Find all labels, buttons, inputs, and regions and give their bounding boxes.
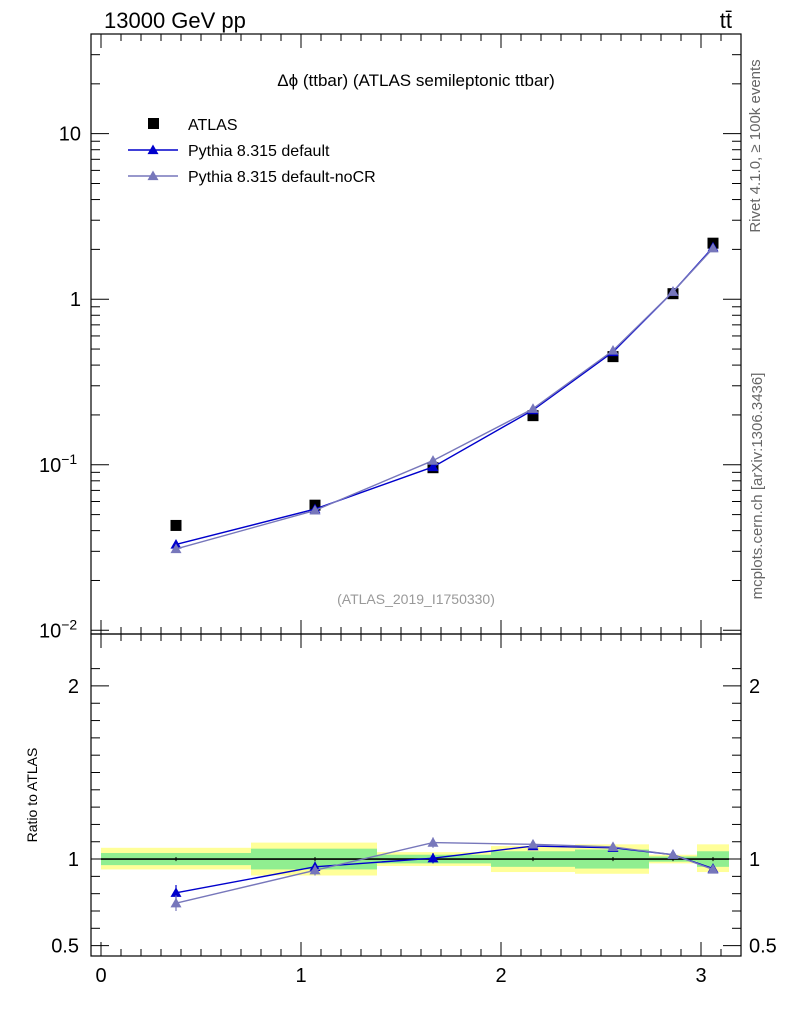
main-y-tick-label: 10−2	[39, 616, 77, 642]
main-mc-point	[309, 504, 321, 515]
ratio-y-tick-label: 0.5	[51, 936, 79, 958]
chart-title: Δϕ (ttbar) (ATLAS semileptonic ttbar)	[277, 71, 555, 90]
ratio-point	[667, 849, 679, 859]
ratio-point	[309, 864, 321, 875]
main-series-line	[175, 246, 714, 546]
x-tick-label: 1	[295, 965, 306, 987]
ratio-y-tick-label-right: 0.5	[749, 936, 777, 958]
ratio-point	[170, 897, 182, 908]
x-tick-label: 3	[695, 965, 706, 987]
energy-label: 13000 GeV pp	[104, 8, 246, 33]
process-label: tt̄	[720, 8, 732, 33]
ratio-point	[607, 841, 619, 852]
analysis-tag: (ATLAS_2019_I1750330)	[337, 591, 495, 607]
legend-label: Pythia 8.315 default	[188, 143, 330, 160]
legend-marker-triangle	[147, 144, 159, 155]
main-y-tick-label: 10−1	[39, 451, 77, 477]
rivet-label: Rivet 4.1.0, ≥ 100k events	[747, 59, 764, 232]
main-y-tick-label: 1	[70, 289, 81, 311]
main-mc-point	[667, 286, 679, 296]
main-mc-point	[527, 403, 539, 413]
ratio-point	[707, 863, 719, 874]
legend-marker-triangle	[147, 170, 159, 181]
main-mc-point	[427, 461, 439, 472]
main-data-point	[607, 351, 619, 363]
legend: ATLAS Pythia 8.315 default Pythia 8.315 de…	[128, 117, 376, 186]
x-tick-label: 2	[495, 965, 506, 987]
main-data-point	[170, 519, 182, 531]
main-data-point	[527, 410, 539, 422]
ratio-point	[527, 838, 539, 849]
ratio-ylabel: Ratio to ATLAS	[24, 748, 40, 843]
main-y-tick-label: 10	[59, 124, 81, 146]
ratio-y-tick-label-right: 1	[749, 849, 760, 871]
ratio-y-tick-label: 2	[68, 676, 79, 698]
main-mc-point	[607, 345, 619, 355]
ratio-point	[427, 852, 439, 863]
mcplots-label: mcplots.cern.ch [arXiv:1306.3436]	[749, 373, 766, 600]
main-mc-point	[707, 242, 719, 253]
ratio-frame	[90, 633, 742, 957]
ratio-y-tick-label: 1	[68, 849, 79, 871]
main-panel: Δϕ (ttbar) (ATLAS semileptonic ttbar) (A…	[90, 33, 742, 635]
main-mc-point	[427, 455, 439, 465]
main-series-line	[175, 247, 714, 550]
ratio-point	[170, 887, 182, 897]
legend-marker-square	[148, 118, 159, 129]
ratio-panel: Ratio to ATLAS	[24, 633, 742, 957]
legend-label: ATLAS	[188, 117, 238, 134]
ratio-y-tick-label-right: 2	[749, 676, 760, 698]
main-mc-point	[170, 543, 182, 554]
x-tick-label: 0	[95, 965, 106, 987]
ratio-point	[427, 837, 439, 847]
legend-label: Pythia 8.315 default-noCR	[188, 169, 376, 186]
